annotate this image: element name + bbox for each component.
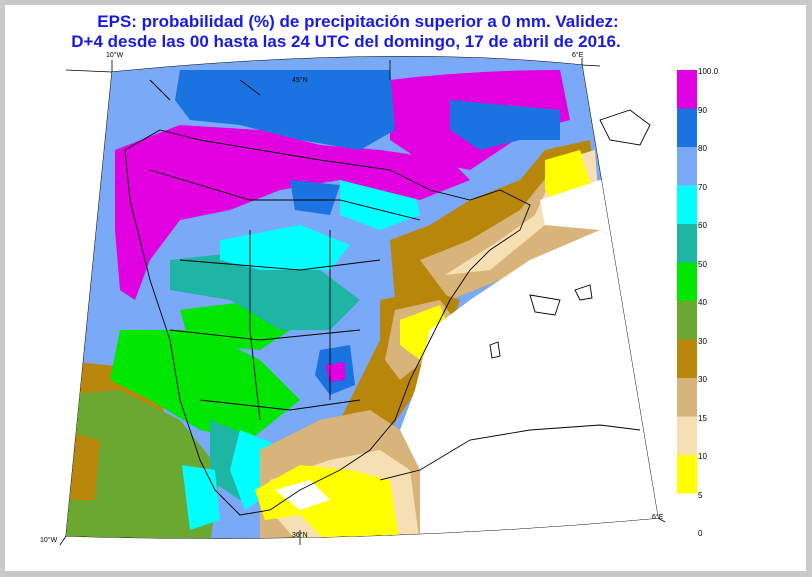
legend-label: 15 xyxy=(698,413,707,423)
legend-swatch xyxy=(677,108,697,147)
legend-swatch xyxy=(677,185,697,224)
legend-label: 0 xyxy=(698,529,703,538)
legend-label: 90 xyxy=(698,105,707,115)
legend-label: 70 xyxy=(698,182,707,192)
legend-swatch xyxy=(677,378,697,417)
map-title-line2: D+4 desde las 00 hasta las 24 UTC del do… xyxy=(71,32,621,51)
legend-label: 30 xyxy=(698,375,707,384)
legend-swatch xyxy=(677,224,697,263)
coord-bottom: 36°N xyxy=(292,532,308,539)
legend-label: 10 xyxy=(698,452,707,461)
coord-sw: 10°W xyxy=(40,537,58,544)
graticule xyxy=(59,58,666,546)
legend-label: 80 xyxy=(698,144,707,153)
legend-swatch xyxy=(677,262,697,301)
legend-label: 40 xyxy=(698,298,707,307)
legend-label: 100.0 xyxy=(698,67,719,76)
legend-swatch xyxy=(677,339,697,378)
coord-se: 6°E xyxy=(652,514,664,521)
coastlines xyxy=(124,79,651,516)
legend-swatch xyxy=(677,70,697,109)
map-title-line1: EPS: probabilidad (%) de precipitación s… xyxy=(97,12,619,31)
legend-label: 5 xyxy=(698,490,703,500)
legend-swatch xyxy=(677,301,697,340)
legend-swatch xyxy=(677,455,697,494)
coord-top: 45°N xyxy=(292,77,308,84)
legend-label: 50 xyxy=(698,259,707,269)
precip-probability-field xyxy=(66,56,658,539)
legend-swatch xyxy=(677,147,697,186)
coord-nw: 10°W xyxy=(106,52,124,59)
legend-label: 30 xyxy=(698,336,707,346)
legend xyxy=(677,70,697,494)
coord-ne: 6°E xyxy=(572,52,584,59)
legend-label: 60 xyxy=(698,221,707,230)
legend-swatch xyxy=(677,416,697,455)
